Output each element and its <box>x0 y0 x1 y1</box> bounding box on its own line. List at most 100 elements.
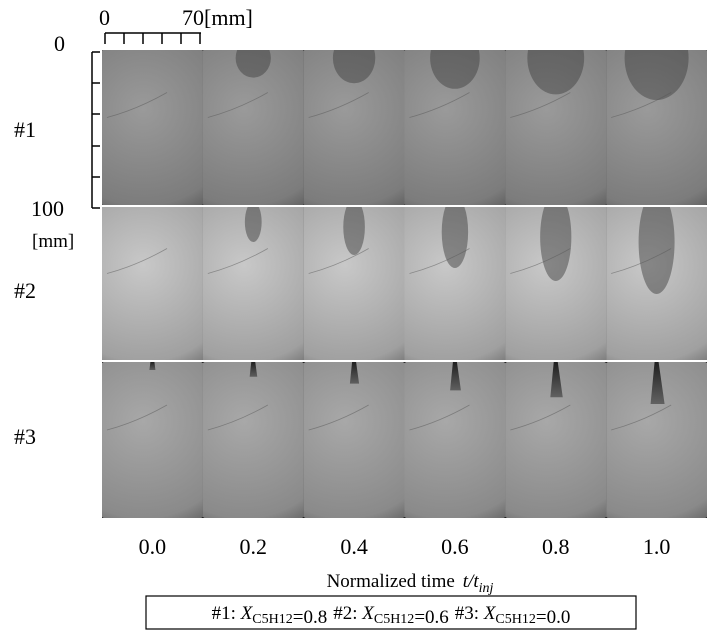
image-frame <box>606 50 707 205</box>
viewing-window <box>202 207 305 360</box>
crack <box>510 92 571 118</box>
jet <box>349 362 360 384</box>
viewing-window <box>202 362 305 518</box>
crack <box>106 248 168 274</box>
viewing-window <box>202 50 305 205</box>
crack <box>308 248 369 274</box>
time-label: 1.0 <box>643 534 671 559</box>
legend-value: =0.8 <box>293 607 327 628</box>
viewing-window <box>102 50 204 205</box>
row-label: #3 <box>14 424 36 449</box>
legend-box <box>145 595 637 630</box>
image-frame <box>404 50 506 205</box>
viewing-window <box>404 50 506 205</box>
legend-subscript: C5H12 <box>495 612 535 627</box>
viewing-window <box>606 207 707 360</box>
crack <box>510 248 571 274</box>
spray <box>332 50 376 84</box>
image-frame <box>404 207 506 360</box>
crack <box>611 404 672 431</box>
time-label: 0.4 <box>340 534 368 559</box>
legend-value: =0.6 <box>414 607 448 628</box>
legend-value: =0.0 <box>536 607 570 628</box>
label-symbol: t/t <box>463 571 480 592</box>
image-frame <box>202 207 305 360</box>
image-frame <box>606 207 707 360</box>
jet <box>249 362 258 377</box>
crack <box>106 404 168 431</box>
legend: #1: XC5H12=0.8 #2: XC5H12=0.6 #3: XC5H12=0… <box>212 603 571 628</box>
jet <box>650 362 665 404</box>
x-axis-label: Normalized time t/tinj <box>327 571 494 596</box>
scale-start: 0 <box>54 31 65 56</box>
viewing-window <box>404 207 506 360</box>
crack <box>106 92 168 118</box>
image-frame <box>303 207 405 360</box>
crack <box>611 248 672 274</box>
crack <box>207 248 269 274</box>
spray <box>441 207 469 268</box>
viewing-window <box>505 50 607 205</box>
legend-symbol: X <box>240 603 254 624</box>
viewing-window <box>606 50 707 205</box>
viewing-window <box>102 362 204 518</box>
row-label: #2 <box>14 278 36 303</box>
crack <box>409 248 470 274</box>
image-frame <box>102 50 204 205</box>
row-label: #1 <box>14 117 36 142</box>
viewing-window <box>505 362 607 518</box>
image-frame <box>303 362 405 518</box>
image-frame <box>303 50 405 205</box>
crack <box>409 92 470 118</box>
crack <box>409 404 470 431</box>
spray <box>624 50 689 100</box>
spray <box>235 50 271 78</box>
legend-symbol: X <box>361 603 375 624</box>
legend-prefix: #3: <box>455 603 484 624</box>
image-frame <box>102 362 204 518</box>
crack <box>611 92 672 118</box>
image-grid <box>102 50 707 518</box>
legend-subscript: C5H12 <box>252 612 292 627</box>
crack <box>308 404 369 431</box>
image-frame <box>102 207 204 360</box>
label-text: Normalized time <box>327 571 455 592</box>
horizontal-scale-bar <box>104 32 201 44</box>
spray <box>430 50 480 89</box>
image-frame <box>606 362 707 518</box>
image-frame <box>202 362 305 518</box>
scale-start: 0 <box>99 5 110 30</box>
crack <box>510 404 571 431</box>
jet <box>550 362 563 398</box>
jet <box>149 362 156 370</box>
time-label: 0.0 <box>139 534 167 559</box>
viewing-window <box>404 362 506 518</box>
crack <box>308 92 369 118</box>
legend-prefix: #2: <box>333 603 362 624</box>
viewing-window <box>303 207 405 360</box>
image-frame <box>505 362 607 518</box>
crack <box>207 92 269 118</box>
legend-symbol: X <box>483 603 497 624</box>
image-frame <box>202 50 305 205</box>
viewing-window <box>303 50 405 205</box>
time-label: 0.6 <box>441 534 469 559</box>
crack <box>207 404 269 431</box>
legend-prefix: #1: <box>212 603 241 624</box>
spray <box>343 207 365 255</box>
image-frame <box>404 362 506 518</box>
spray <box>638 207 675 294</box>
spray <box>540 207 572 281</box>
jet <box>450 362 461 391</box>
time-label: 0.2 <box>240 534 268 559</box>
scale-end: 70[mm] <box>182 5 253 30</box>
image-frame <box>505 50 607 205</box>
label-subscript: inj <box>479 581 494 596</box>
spray <box>527 50 585 95</box>
legend-subscript: C5H12 <box>374 612 414 627</box>
scale-end: 100 <box>31 196 64 221</box>
viewing-window <box>606 362 707 518</box>
viewing-window <box>505 207 607 360</box>
viewing-window <box>303 362 405 518</box>
